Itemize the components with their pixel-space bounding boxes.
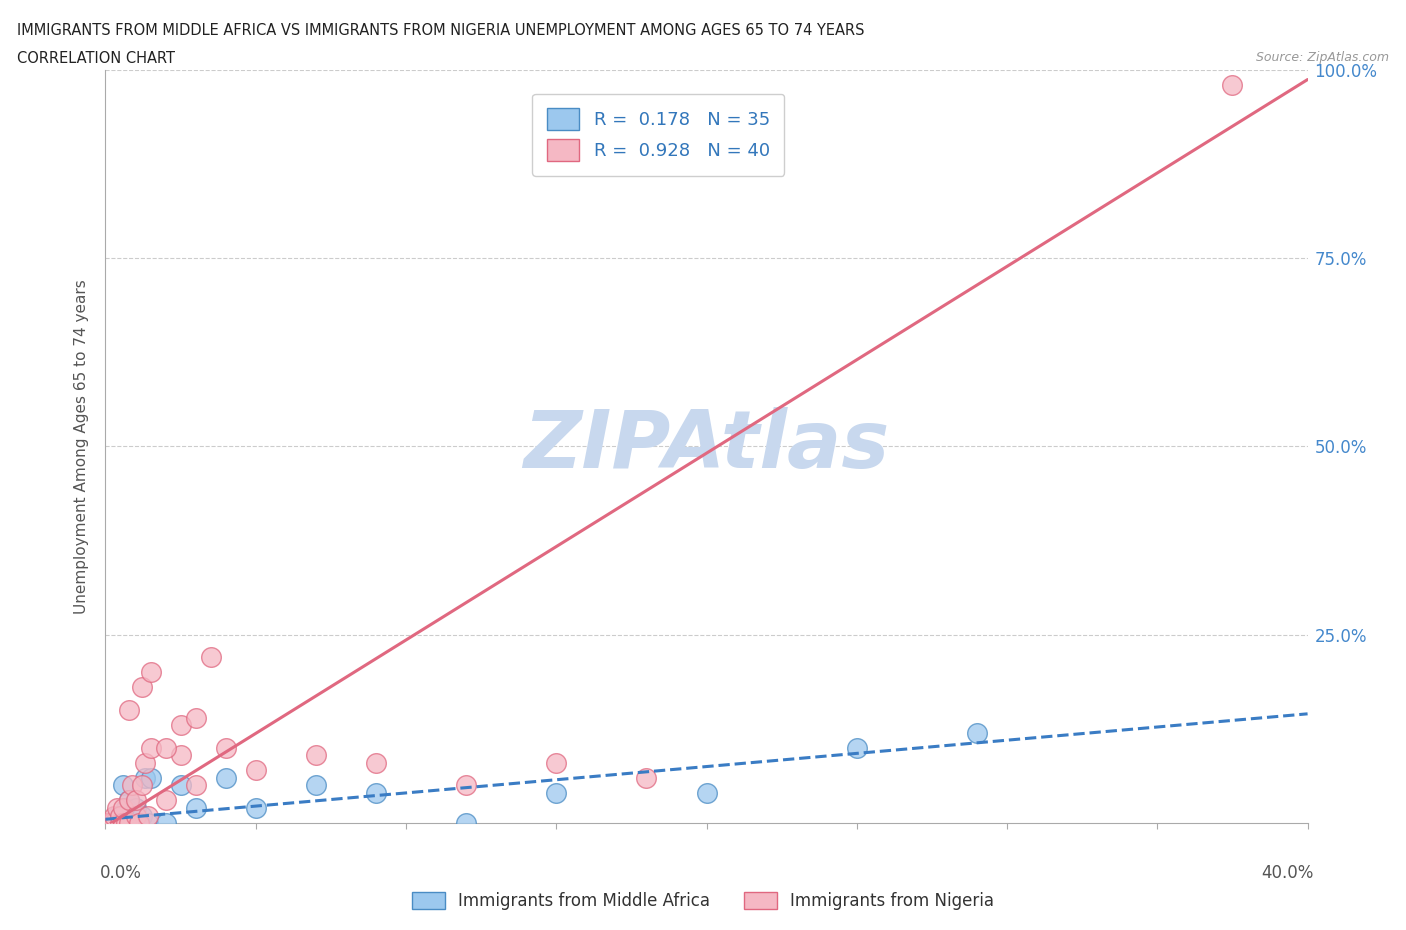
Point (110, 816, 132, 830)
Point (364, 755, 387, 770)
Point (112, 777, 135, 792)
Point (100, 816, 122, 830)
Point (110, 816, 132, 830)
Point (136, 808, 159, 823)
Point (100, 816, 122, 830)
Point (155, 793, 177, 808)
Point (112, 816, 135, 830)
Point (200, 650, 222, 665)
Point (131, 777, 153, 792)
Point (454, 816, 477, 830)
Point (118, 816, 141, 830)
Legend: Immigrants from Middle Africa, Immigrants from Nigeria: Immigrants from Middle Africa, Immigrant… (405, 885, 1001, 917)
Point (214, 770, 236, 785)
Text: 40.0%: 40.0% (1261, 865, 1313, 883)
Point (97, 816, 120, 830)
Point (139, 740, 162, 755)
Point (636, 770, 658, 785)
Point (155, 740, 177, 755)
Point (118, 793, 141, 808)
Point (124, 793, 146, 808)
Point (128, 816, 150, 830)
Point (115, 801, 138, 816)
Point (100, 816, 122, 830)
Point (245, 801, 267, 816)
Point (845, 740, 868, 755)
Point (118, 793, 141, 808)
Point (696, 786, 718, 801)
Point (245, 763, 267, 777)
Point (103, 808, 125, 823)
Point (136, 816, 159, 830)
Point (107, 801, 129, 816)
Text: Source: ZipAtlas.com: Source: ZipAtlas.com (1256, 51, 1389, 64)
Point (118, 816, 141, 830)
Point (97, 816, 120, 830)
Point (97, 816, 120, 830)
Point (364, 786, 387, 801)
Point (110, 808, 132, 823)
Point (103, 816, 125, 830)
Point (97, 816, 120, 830)
Point (134, 755, 156, 770)
Point (94, 816, 117, 830)
Point (100, 816, 122, 830)
Point (184, 801, 207, 816)
Point (169, 718, 191, 733)
Point (305, 748, 328, 763)
Point (121, 816, 143, 830)
Point (139, 770, 162, 785)
Point (155, 816, 177, 830)
Point (546, 755, 568, 770)
Point (546, 786, 568, 801)
Point (110, 816, 132, 830)
Point (966, 725, 988, 740)
Text: CORRELATION CHART: CORRELATION CHART (17, 51, 174, 66)
Y-axis label: Unemployment Among Ages 65 to 74 years: Unemployment Among Ages 65 to 74 years (75, 279, 90, 614)
Point (214, 740, 236, 755)
Point (118, 703, 141, 718)
Point (115, 816, 138, 830)
Point (131, 808, 153, 823)
Point (169, 777, 191, 792)
Point (124, 816, 146, 830)
Point (112, 801, 135, 816)
Point (121, 777, 143, 792)
Point (184, 777, 207, 792)
Point (131, 680, 153, 695)
Point (134, 770, 156, 785)
Point (103, 816, 125, 830)
Text: IMMIGRANTS FROM MIDDLE AFRICA VS IMMIGRANTS FROM NIGERIA UNEMPLOYMENT AMONG AGES: IMMIGRANTS FROM MIDDLE AFRICA VS IMMIGRA… (17, 23, 865, 38)
Point (103, 816, 125, 830)
Point (454, 777, 477, 792)
Point (1222, 77, 1244, 92)
Point (107, 808, 129, 823)
Legend: R =  0.178   N = 35, R =  0.928   N = 40: R = 0.178 N = 35, R = 0.928 N = 40 (533, 94, 785, 176)
Text: 0.0%: 0.0% (100, 865, 142, 883)
Point (124, 808, 146, 823)
Point (112, 816, 135, 830)
Point (94, 816, 117, 830)
Point (184, 711, 207, 725)
Point (139, 665, 162, 680)
Point (128, 816, 150, 830)
Point (124, 801, 146, 816)
Point (305, 777, 328, 792)
Text: ZIPAtlas: ZIPAtlas (523, 407, 890, 485)
Point (169, 748, 191, 763)
